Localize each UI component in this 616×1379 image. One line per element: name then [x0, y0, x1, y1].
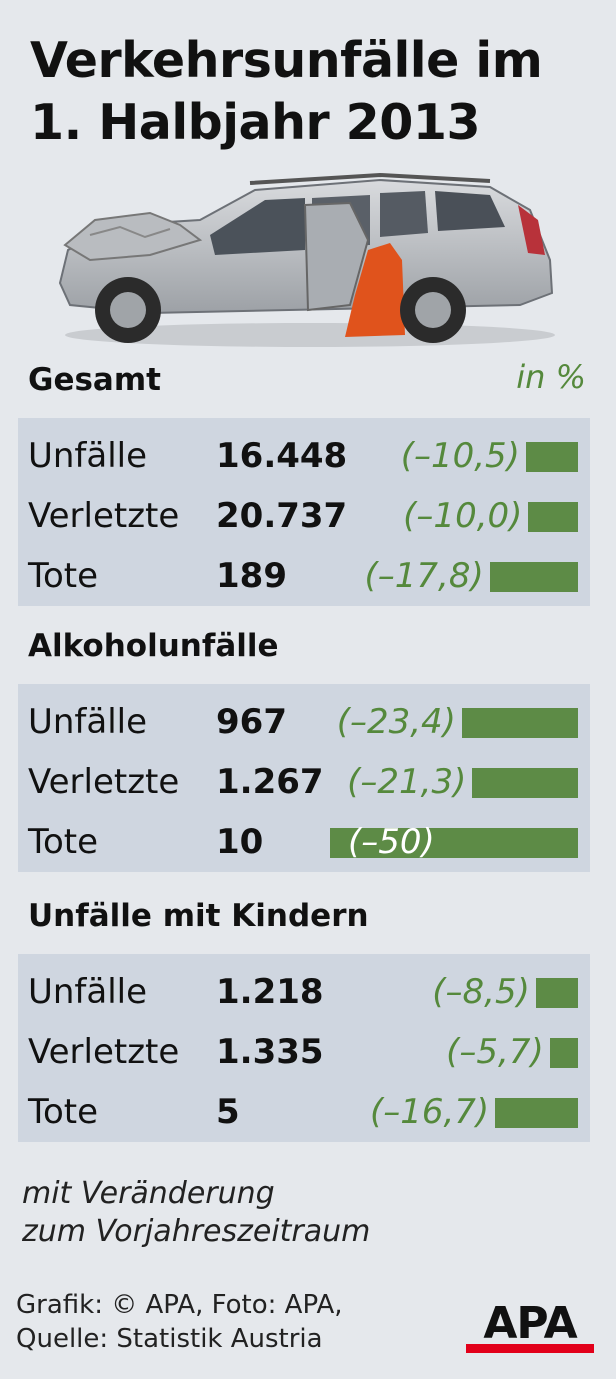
change-label: (–5,7) — [446, 1032, 544, 1072]
row-2-2: Tote 5 (–16,7) — [18, 1086, 590, 1146]
credit-line-2: Quelle: Statistik Austria — [16, 1324, 323, 1354]
row-value: 20.737 — [216, 496, 348, 536]
change-label: (–17,8) — [364, 556, 484, 596]
row-2-0: Unfälle 1.218 (–8,5) — [18, 966, 590, 1026]
apa-logo: APA — [466, 1298, 594, 1353]
change-bar — [525, 442, 578, 472]
group-heading-0: Gesamt — [28, 362, 161, 398]
unit-label: in % — [516, 358, 586, 396]
row-1-2: Tote 10 (–50) — [18, 816, 590, 876]
group-heading-1: Alkoholunfälle — [28, 628, 279, 664]
row-label: Verletzte — [28, 762, 180, 802]
title-line-1: Verkehrsunfälle im — [30, 32, 543, 89]
chart-title: Verkehrsunfälle im 1. Halbjahr 2013 — [30, 30, 600, 154]
row-label: Verletzte — [28, 496, 180, 536]
group-panel-2: Unfälle 1.218 (–8,5) Verletzte 1.335 (–5,7) To… — [18, 954, 590, 1142]
row-value: 189 — [216, 556, 287, 596]
row-label: Tote — [28, 822, 99, 862]
apa-logo-text: APA — [483, 1298, 577, 1349]
change-bar — [495, 1098, 578, 1128]
group-heading-2: Unfälle mit Kindern — [28, 898, 369, 934]
row-2-1: Verletzte 1.335 (–5,7) — [18, 1026, 590, 1086]
group-panel-1: Unfälle 967 (–23,4) Verletzte 1.267 (–21,3) To… — [18, 684, 590, 872]
row-value: 1.267 — [216, 762, 324, 802]
change-bar — [461, 708, 578, 738]
row-label: Verletzte — [28, 1032, 180, 1072]
footnote-line-2: zum Vorjahreszeitraum — [22, 1214, 371, 1249]
row-value: 5 — [216, 1092, 240, 1132]
change-label: (–23,4) — [336, 702, 456, 742]
row-0-0: Unfälle 16.448 (–10,5) — [18, 430, 590, 490]
change-bar — [535, 978, 578, 1008]
change-label: (–21,3) — [347, 762, 467, 802]
change-bar — [549, 1038, 578, 1068]
footnote: mit Veränderung zum Vorjahreszeitraum — [22, 1175, 370, 1251]
row-0-1: Verletzte 20.737 (–10,0) — [18, 490, 590, 550]
row-1-1: Verletzte 1.267 (–21,3) — [18, 756, 590, 816]
row-label: Tote — [28, 1092, 99, 1132]
row-label: Unfälle — [28, 702, 148, 742]
row-value: 16.448 — [216, 436, 348, 476]
row-0-2: Tote 189 (–17,8) — [18, 550, 590, 610]
change-label: (–16,7) — [369, 1092, 490, 1132]
row-value: 10 — [216, 822, 264, 862]
row-label: Unfälle — [28, 972, 148, 1012]
change-label: (–10,5) — [400, 436, 520, 476]
row-label: Tote — [28, 556, 99, 596]
row-value: 967 — [216, 702, 287, 742]
row-value: 1.218 — [216, 972, 324, 1012]
footnote-line-1: mit Veränderung — [22, 1176, 275, 1211]
change-bar — [489, 562, 578, 592]
change-bar — [472, 768, 578, 798]
change-bar — [330, 828, 578, 858]
row-label: Unfälle — [28, 436, 148, 476]
source-credit: Grafik: © APA, Foto: APA, Quelle: Statis… — [16, 1288, 343, 1356]
row-1-0: Unfälle 967 (–23,4) — [18, 696, 590, 756]
credit-line-1: Grafik: © APA, Foto: APA, — [16, 1290, 343, 1320]
group-panel-0: Unfälle 16.448 (–10,5) Verletzte 20.737 (–10,… — [18, 418, 590, 606]
apa-logo-bar — [466, 1344, 594, 1353]
row-value: 1.335 — [216, 1032, 324, 1072]
change-label: (–50) — [348, 822, 435, 862]
change-label: (–8,5) — [432, 972, 530, 1012]
crashed-car-photo — [58, 172, 555, 347]
title-line-2: 1. Halbjahr 2013 — [30, 94, 481, 151]
change-bar — [528, 502, 578, 532]
change-label: (–10,0) — [403, 496, 523, 536]
